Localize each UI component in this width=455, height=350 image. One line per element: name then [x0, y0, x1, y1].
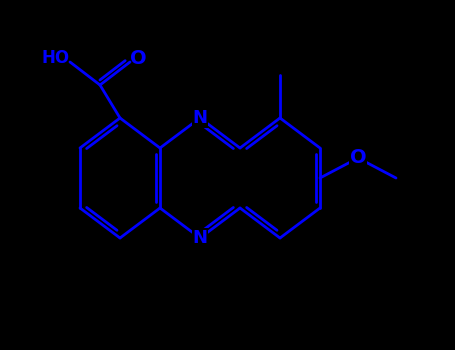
Text: O: O	[130, 49, 147, 68]
Text: O: O	[350, 148, 366, 168]
Text: N: N	[192, 229, 207, 247]
Text: N: N	[192, 109, 207, 127]
Text: HO: HO	[42, 49, 70, 67]
